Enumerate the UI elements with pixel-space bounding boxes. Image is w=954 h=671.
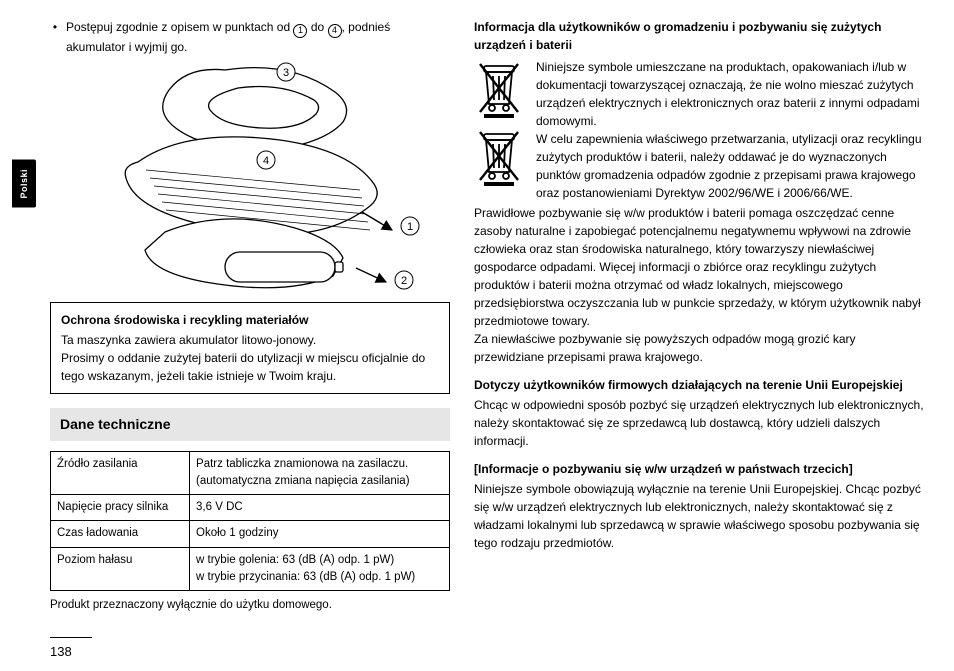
instruction-bullet: • Postępuj zgodnie z opisem w punktach o… [50, 18, 450, 56]
bullet-mid: do [307, 20, 327, 34]
table-row: Czas ładowaniaOkoło 1 godziny [51, 521, 450, 547]
svg-text:2: 2 [401, 275, 407, 287]
sub2-title: [Informacje o pozbywaniu się w/w urządze… [474, 460, 926, 478]
spec-caption: Produkt przeznaczony wyłącznie do użytku… [50, 597, 450, 614]
language-tab: Polski [12, 160, 36, 208]
sub1-text: Chcąc w odpowiedni sposób pozbyć się urz… [474, 396, 926, 450]
page-number: 138 [50, 637, 92, 662]
language-tab-label: Polski [19, 169, 29, 199]
table-row: Źródło zasilaniaPatrz tabliczka znamiono… [51, 451, 450, 495]
recycling-notice: Ochrona środowiska i recykling materiałó… [50, 302, 450, 394]
sub2-text: Niniejsze symbole obowiązują wyłącznie n… [474, 480, 926, 552]
notice-title: Ochrona środowiska i recykling materiałó… [61, 311, 439, 329]
svg-text:4: 4 [263, 155, 269, 167]
disposal-para1: Prawidłowe pozbywanie się w/w produktów … [474, 204, 926, 366]
circled-4: 4 [328, 24, 342, 38]
table-row: Napięcie pracy silnika3,6 V DC [51, 495, 450, 521]
weee-bin-icon [474, 58, 524, 120]
weee-text: Niniejsze symbole umieszczane na produkt… [536, 58, 926, 202]
sub1-title: Dotyczy użytkowników firmowych działając… [474, 376, 926, 394]
notice-line2: Prosimy o oddanie zużytej baterii do uty… [61, 349, 439, 385]
circled-1: 1 [293, 24, 307, 38]
spec-header: Dane techniczne [50, 408, 450, 441]
svg-text:3: 3 [283, 67, 289, 79]
spec-table: Źródło zasilaniaPatrz tabliczka znamiono… [50, 451, 450, 592]
svg-text:1: 1 [407, 221, 413, 233]
table-row: Poziom hałasuw trybie golenia: 63 (dB (A… [51, 547, 450, 591]
bullet-prefix: Postępuj zgodnie z opisem w punktach od [66, 20, 293, 34]
disposal-title: Informacja dla użytkowników o gromadzeni… [474, 18, 926, 54]
notice-line1: Ta maszynka zawiera akumulator litowo-jo… [61, 331, 439, 349]
weee-bin-icon [474, 126, 524, 188]
exploded-diagram: 3 4 1 2 [50, 62, 450, 292]
